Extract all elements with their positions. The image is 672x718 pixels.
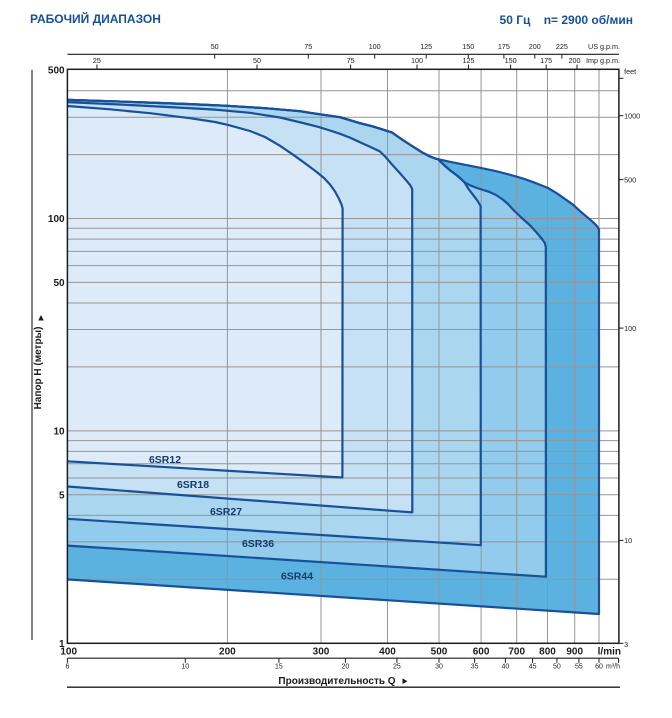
svg-text:200: 200 [219,647,236,658]
svg-text:35: 35 [471,663,479,670]
svg-text:6SR12: 6SR12 [149,454,181,466]
svg-text:25: 25 [393,663,401,670]
svg-text:150: 150 [505,56,517,65]
svg-text:100: 100 [60,647,77,658]
svg-text:400: 400 [379,647,396,658]
svg-text:300: 300 [313,647,330,658]
svg-text:800: 800 [539,647,556,658]
svg-text:6SR18: 6SR18 [177,479,209,491]
svg-text:75: 75 [347,56,355,65]
svg-text:50: 50 [253,56,261,65]
svg-text:40: 40 [502,663,510,670]
svg-text:50: 50 [53,278,65,289]
svg-text:6SR36: 6SR36 [242,538,274,550]
svg-text:20: 20 [342,663,350,670]
svg-text:15: 15 [275,663,283,670]
svg-text:125: 125 [463,56,475,65]
svg-text:60: 60 [595,663,603,670]
svg-text:200: 200 [529,42,541,51]
svg-text:50: 50 [553,663,561,670]
svg-text:45: 45 [529,663,537,670]
svg-text:6SR27: 6SR27 [210,506,242,518]
svg-text:50: 50 [211,42,219,51]
svg-text:US g.p.m.: US g.p.m. [588,42,620,51]
svg-text:100: 100 [411,56,423,65]
svg-text:500: 500 [48,66,65,77]
svg-text:175: 175 [498,42,510,51]
svg-text:5: 5 [59,490,65,501]
svg-text:100: 100 [624,324,636,333]
svg-text:1: 1 [59,639,65,650]
svg-text:6: 6 [65,663,69,670]
svg-text:Imp g.p.m.: Imp g.p.m. [586,56,620,65]
svg-text:55: 55 [575,663,583,670]
svg-text:Напор H (метры): Напор H (метры) [33,327,44,410]
svg-text:900: 900 [566,647,583,658]
svg-text:m³/h: m³/h [606,663,620,670]
svg-text:50 Гц n= 2900 об/мин: 50 Гц n= 2900 об/мин [500,13,633,27]
svg-text:600: 600 [473,647,490,658]
svg-text:10: 10 [624,536,632,545]
svg-text:1000: 1000 [624,111,640,120]
svg-text:100: 100 [369,42,381,51]
svg-text:Производительность Q: Производительность Q [278,676,395,687]
svg-text:25: 25 [93,56,101,65]
svg-text:125: 125 [420,42,432,51]
svg-text:500: 500 [431,647,448,658]
svg-text:30: 30 [435,663,443,670]
svg-text:10: 10 [181,663,189,670]
svg-text:175: 175 [540,56,552,65]
svg-text:6SR44: 6SR44 [281,571,313,583]
svg-text:150: 150 [462,42,474,51]
svg-text:РАБОЧИЙ ДИАПАЗОН: РАБОЧИЙ ДИАПАЗОН [30,11,161,26]
svg-text:700: 700 [508,647,525,658]
svg-text:feet: feet [624,67,636,76]
svg-text:225: 225 [556,42,568,51]
svg-text:3: 3 [624,640,628,649]
svg-text:l/min: l/min [598,647,621,658]
svg-text:100: 100 [48,214,65,225]
svg-text:75: 75 [304,42,312,51]
svg-text:500: 500 [624,175,636,184]
svg-text:200: 200 [569,56,581,65]
svg-text:10: 10 [53,427,65,438]
